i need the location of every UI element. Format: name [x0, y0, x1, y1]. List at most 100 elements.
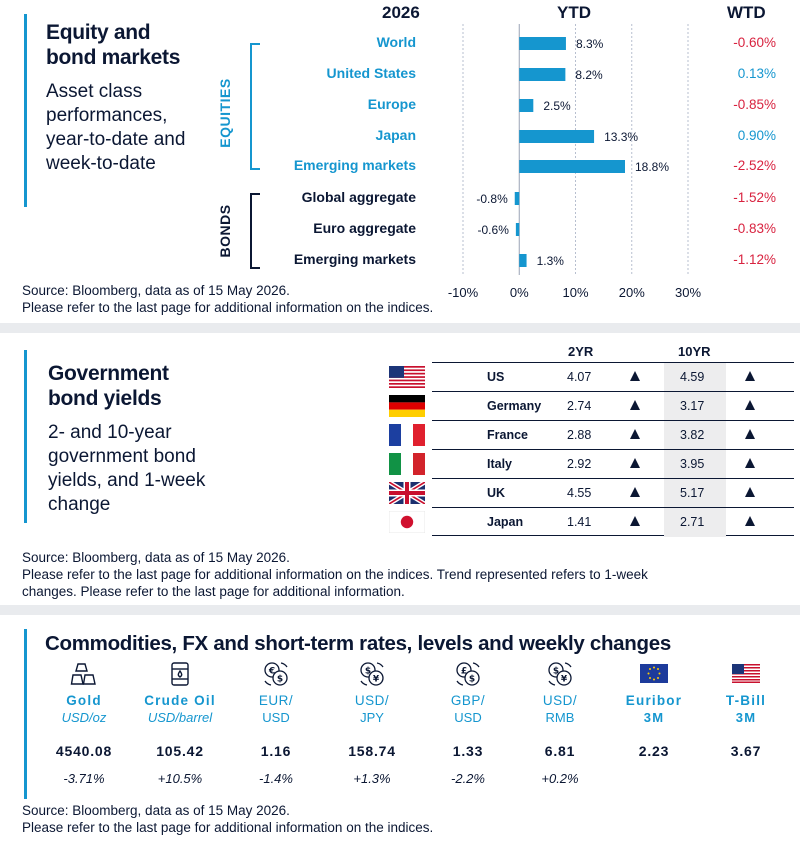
subtitle-line: year-to-date and	[46, 129, 186, 150]
up-arrow-icon	[630, 516, 640, 526]
source-text: Source: Bloomberg, data as of 15 May 202…	[22, 803, 290, 818]
table-row: Germany 2.74 3.17	[432, 391, 794, 421]
note-text: changes. Please refer to the last page f…	[22, 584, 405, 599]
source-text: Source: Bloomberg, data as of 15 May 202…	[22, 550, 290, 565]
col-header-2yr: 2YR	[568, 344, 594, 359]
commodity-value: 4540.08	[55, 743, 113, 759]
france-flag-icon	[389, 424, 425, 446]
commodity-value: 1.16	[260, 743, 292, 759]
highlight-cell	[664, 479, 726, 508]
commodity-change: -2.2%	[451, 771, 485, 786]
uk-flag-icon	[389, 482, 425, 504]
commodity-name: Gold	[66, 693, 102, 708]
highlight-cell	[664, 508, 726, 537]
country-name: Italy	[487, 457, 513, 471]
commodity-value: 6.81	[544, 743, 576, 759]
eu-flag-icon	[640, 664, 668, 683]
accent-bar	[24, 350, 27, 523]
bar-value-label: -0.6%	[478, 223, 510, 237]
commodity-unit: RMB	[545, 710, 575, 725]
commodity-item: € $ EUR/USD 1.16 -1.4%	[228, 661, 324, 791]
x-tick-label: -10%	[448, 285, 479, 300]
note-text: Please refer to the last page for additi…	[22, 300, 434, 315]
commodity-value: 158.74	[348, 743, 396, 759]
italy-flag-icon	[389, 453, 425, 475]
highlight-cell	[664, 421, 726, 450]
panel-title: Equity and bond markets	[46, 20, 180, 70]
commodity-unit: 3M	[735, 710, 757, 725]
country-name: Japan	[487, 515, 524, 529]
up-arrow-icon	[745, 371, 755, 381]
svg-text:$: $	[469, 675, 475, 685]
commodity-change: +10.5%	[157, 771, 203, 786]
commodities-panel: Commodities, FX and short-term rates, le…	[0, 615, 800, 841]
yield-2yr: 1.41	[567, 515, 592, 529]
panel-subtitle: Asset class performances, year-to-date a…	[46, 80, 185, 176]
commodity-change: -3.71%	[63, 771, 105, 786]
category-label: United States	[326, 65, 416, 81]
commodity-name: Crude Oil	[144, 693, 216, 708]
category-label: Europe	[367, 96, 416, 112]
x-tick-label: 30%	[675, 285, 701, 300]
wtd-value: -1.12%	[733, 252, 776, 267]
gold-bars-icon	[70, 663, 96, 685]
equities-bracket	[250, 43, 260, 170]
up-arrow-icon	[630, 458, 640, 468]
commodity-value: 2.23	[638, 743, 670, 759]
title-line: bond yields	[48, 387, 162, 410]
commodity-change: +0.2%	[541, 771, 579, 786]
bar	[519, 130, 595, 143]
bar-value-label: 18.8%	[635, 160, 669, 174]
bar	[519, 68, 566, 81]
up-arrow-icon	[630, 400, 640, 410]
subtitle-line: government bond	[48, 446, 196, 467]
commodity-unit: USD/barrel	[147, 710, 213, 725]
up-arrow-icon	[745, 487, 755, 497]
yield-10yr: 3.95	[680, 457, 705, 471]
germany-flag-icon	[389, 395, 425, 417]
svg-text:£: £	[461, 667, 467, 677]
highlight-cell	[664, 363, 726, 392]
up-arrow-icon	[745, 429, 755, 439]
subtitle-line: performances,	[46, 105, 168, 126]
category-label: Emerging markets	[293, 251, 416, 267]
title-line: bond markets	[46, 46, 181, 69]
up-arrow-icon	[745, 400, 755, 410]
wtd-value: -1.52%	[733, 190, 776, 205]
commodity-unit: USD/oz	[61, 710, 107, 725]
commodity-item: £ $ GBP/USD 1.33 -2.2%	[420, 661, 516, 791]
commodity-item: $ ¥ USD/JPY 158.74 +1.3%	[324, 661, 420, 791]
subtitle-line: Asset class	[46, 81, 143, 102]
year-header: 2026	[382, 3, 420, 22]
bar-value-label: 13.3%	[604, 130, 638, 144]
subtitle-line: yields, and 1-week	[48, 470, 206, 491]
subtitle-line: week-to-date	[46, 153, 156, 174]
country-name: Germany	[487, 399, 542, 413]
commodity-value: 1.33	[452, 743, 484, 759]
svg-text:€: €	[268, 667, 275, 677]
country-name: UK	[487, 486, 506, 500]
commodity-value: 3.67	[730, 743, 762, 759]
japan-flag-icon	[389, 511, 425, 533]
note-text: Please refer to the last page for additi…	[22, 567, 648, 582]
pound-dollar-exchange-icon: £$	[456, 662, 480, 686]
category-label: World	[376, 34, 416, 50]
commodity-value: 105.42	[156, 743, 204, 759]
commodity-change: -1.4%	[259, 771, 293, 786]
yield-2yr: 2.74	[567, 399, 592, 413]
wtd-value: -2.52%	[733, 158, 776, 173]
wtd-value: 0.90%	[737, 128, 776, 143]
wtd-value: 0.13%	[737, 66, 776, 81]
yield-10yr: 2.71	[680, 515, 705, 529]
table-row: Japan 1.41 2.71	[432, 507, 794, 537]
commodity-change: +1.3%	[353, 771, 391, 786]
commodity-name: EUR/	[258, 693, 294, 708]
yield-10yr: 3.17	[680, 399, 705, 413]
panel-title: Commodities, FX and short-term rates, le…	[45, 632, 671, 655]
bar	[519, 254, 527, 267]
x-tick-label: 20%	[619, 285, 645, 300]
commodity-item: Gold USD/oz 4540.08 -3.71%	[36, 661, 132, 791]
commodity-unit: USD	[262, 710, 290, 725]
commodity-name: USD/	[354, 693, 390, 708]
commodity-name: USD/	[542, 693, 578, 708]
